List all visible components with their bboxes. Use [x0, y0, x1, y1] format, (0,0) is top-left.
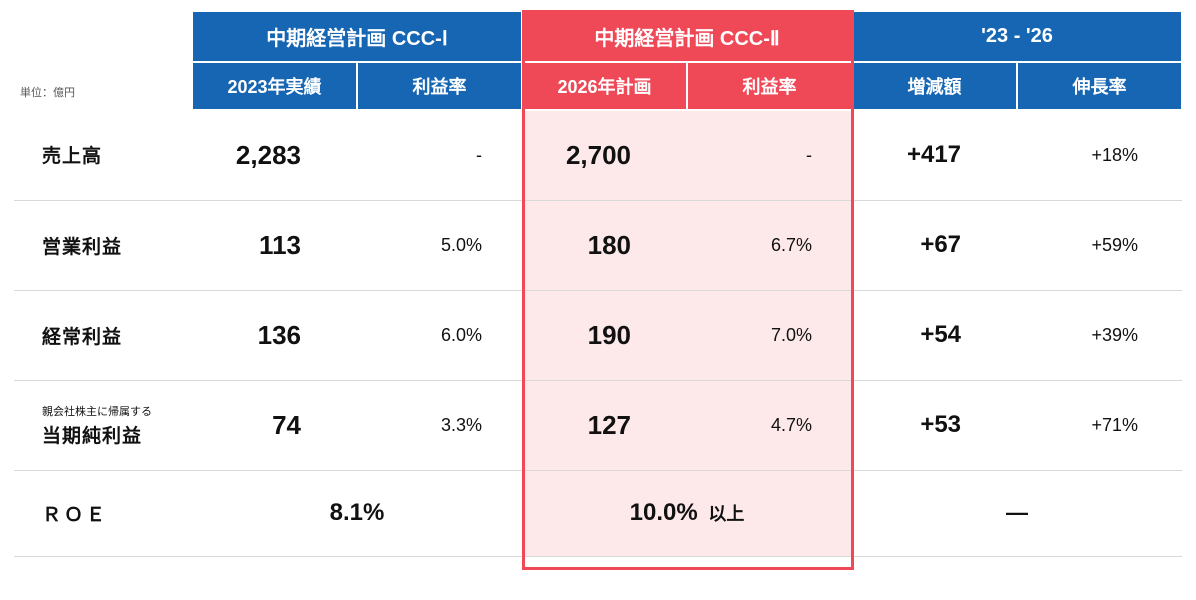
sales-2026: 2,700 [522, 110, 687, 200]
net-2023: 74 [192, 380, 357, 470]
op-rate1: 5.0% [357, 200, 522, 290]
ord-2026: 190 [522, 290, 687, 380]
sales-rate2: - [687, 110, 852, 200]
financial-table: 中期経営計画 CCC-Ⅰ 中期経営計画 CCC-Ⅱ '23 - '26 単位：億… [14, 10, 1183, 557]
ord-rate1: 6.0% [357, 290, 522, 380]
sales-rate1: - [357, 110, 522, 200]
ord-2023: 136 [192, 290, 357, 380]
sales-2023: 2,283 [192, 110, 357, 200]
row-sales: 売上高 2,283 - 2,700 - +417 +18% [14, 110, 1182, 200]
financial-table-container: 中期経営計画 CCC-Ⅰ 中期経営計画 CCC-Ⅱ '23 - '26 単位：億… [14, 10, 1182, 557]
row-ord: 経常利益 136 6.0% 190 7.0% +54 +39% [14, 290, 1182, 380]
roe-2023: 8.1% [192, 470, 522, 556]
header-sub-2023: 2023年実績 [192, 62, 357, 110]
net-diff: +53 [852, 380, 1017, 470]
net-rate1: 3.3% [357, 380, 522, 470]
net-rate2: 4.7% [687, 380, 852, 470]
row-op: 営業利益 113 5.0% 180 6.7% +67 +59% [14, 200, 1182, 290]
roe-2026-suffix: 以上 [708, 504, 744, 524]
sales-diff: +417 [852, 110, 1017, 200]
net-growth: +71% [1017, 380, 1182, 470]
label-roe: ＲＯＥ [14, 470, 192, 556]
roe-2026: 10.0% 以上 [522, 470, 852, 556]
header-sub-growth: 伸長率 [1017, 62, 1182, 110]
header-sub-diff: 増減額 [852, 62, 1017, 110]
op-growth: +59% [1017, 200, 1182, 290]
header-group-ccc2: 中期経営計画 CCC-Ⅱ [522, 11, 852, 62]
header-sub-row: 単位：億円 2023年実績 利益率 2026年計画 利益率 増減額 伸長率 [14, 62, 1182, 110]
op-rate2: 6.7% [687, 200, 852, 290]
label-net-sub: 親会社株主に帰属する [42, 403, 176, 419]
header-group-change: '23 - '26 [852, 11, 1182, 62]
header-group-row: 中期経営計画 CCC-Ⅰ 中期経営計画 CCC-Ⅱ '23 - '26 [14, 11, 1182, 62]
op-diff: +67 [852, 200, 1017, 290]
row-net: 親会社株主に帰属する 当期純利益 74 3.3% 127 4.7% +53 +7… [14, 380, 1182, 470]
ord-rate2: 7.0% [687, 290, 852, 380]
label-ord: 経常利益 [14, 290, 192, 380]
roe-dash: ― [852, 470, 1182, 556]
label-net-main: 当期純利益 [42, 426, 142, 447]
unit-label: 単位：億円 [14, 62, 192, 110]
roe-2026-value: 10.0% [630, 499, 698, 526]
header-sub-rate2: 利益率 [687, 62, 852, 110]
header-sub-rate1: 利益率 [357, 62, 522, 110]
op-2026: 180 [522, 200, 687, 290]
label-net: 親会社株主に帰属する 当期純利益 [14, 380, 192, 470]
header-empty [14, 11, 192, 62]
header-group-ccc1: 中期経営計画 CCC-Ⅰ [192, 11, 522, 62]
ord-growth: +39% [1017, 290, 1182, 380]
row-roe: ＲＯＥ 8.1% 10.0% 以上 ― [14, 470, 1182, 556]
ord-diff: +54 [852, 290, 1017, 380]
label-op: 営業利益 [14, 200, 192, 290]
label-sales: 売上高 [14, 110, 192, 200]
net-2026: 127 [522, 380, 687, 470]
header-sub-2026: 2026年計画 [522, 62, 687, 110]
op-2023: 113 [192, 200, 357, 290]
sales-growth: +18% [1017, 110, 1182, 200]
